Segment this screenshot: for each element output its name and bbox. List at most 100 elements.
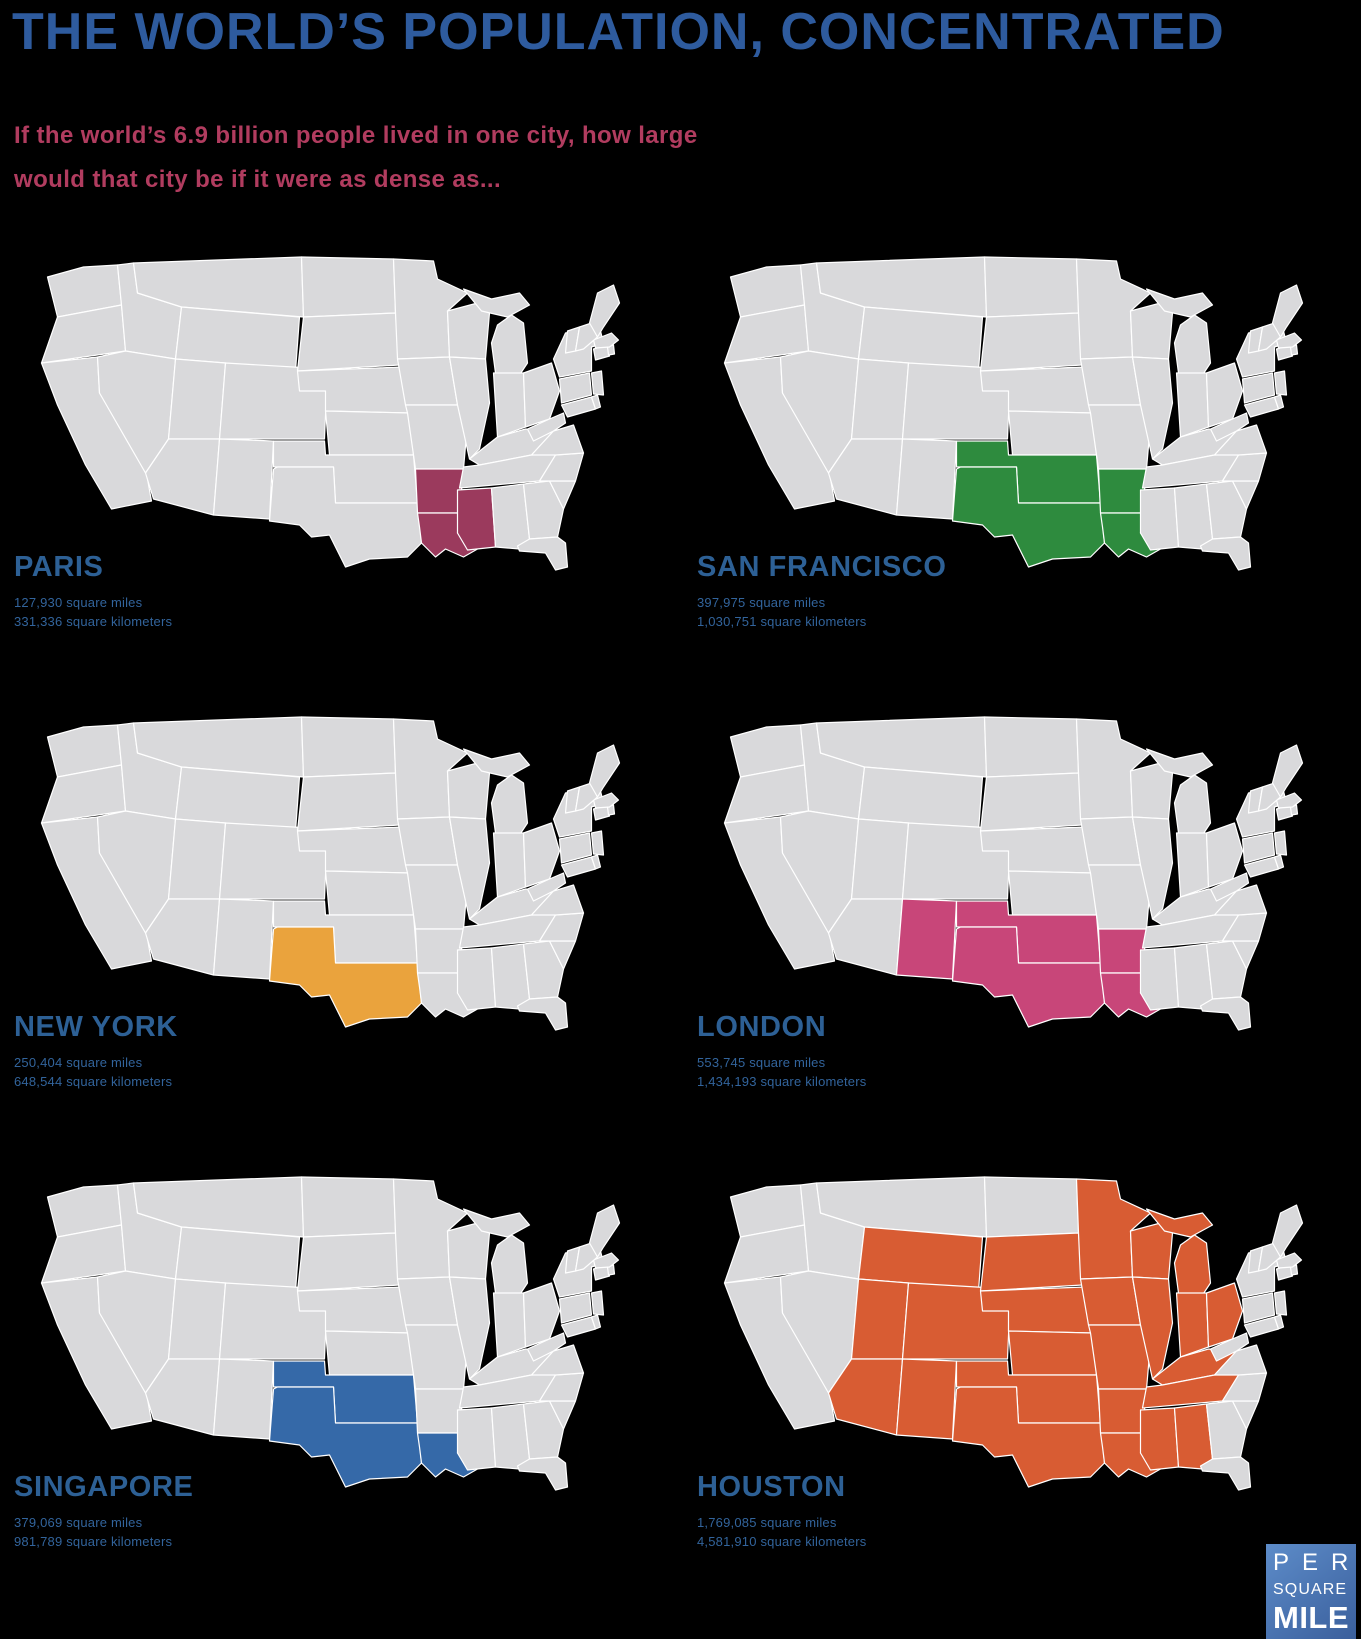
state-de [590, 854, 602, 870]
state-ma [592, 332, 620, 349]
area-kilometers: 4,581,910 square kilometers [697, 1534, 867, 1549]
state-sd [979, 1232, 1084, 1292]
state-in [492, 832, 527, 898]
state-nd [300, 1176, 397, 1238]
state-al [490, 1403, 531, 1470]
state-nm [212, 898, 275, 980]
state-ks [1007, 1330, 1098, 1376]
state-in [492, 1292, 527, 1358]
state-wi [1129, 1222, 1174, 1280]
state-fl [1199, 536, 1252, 571]
state-ut [167, 818, 227, 900]
state-al [490, 483, 531, 550]
state-me [588, 1204, 621, 1258]
state-ms [456, 1407, 497, 1471]
state-pa [558, 1292, 593, 1324]
state-mo [404, 404, 469, 470]
state-az [827, 1358, 904, 1436]
state-in [1175, 832, 1210, 898]
state-ut [850, 818, 910, 900]
city-name: HOUSTON [697, 1471, 846, 1503]
state-in [492, 372, 527, 438]
state-ks [324, 410, 415, 456]
state-tx [951, 926, 1106, 1028]
header: THE WORLD’S POPULATION, CONCENTRATED If … [0, 0, 1361, 202]
state-ia [396, 356, 459, 406]
state-me [1271, 1204, 1304, 1258]
state-il [1131, 356, 1174, 460]
state-mo [1087, 1324, 1152, 1390]
state-nm [895, 438, 958, 520]
panel-singapore: SINGAPORE 379,069 square miles 981,789 s… [10, 1163, 625, 1549]
state-tx [268, 1386, 423, 1488]
state-oh [1205, 362, 1244, 428]
state-mo [1087, 864, 1152, 930]
state-va [530, 1344, 585, 1376]
state-mi [462, 1208, 531, 1296]
state-pa [1241, 372, 1276, 404]
state-ia [1079, 1276, 1142, 1326]
state-in [1175, 1292, 1210, 1358]
state-il [448, 356, 491, 460]
city-name: LONDON [697, 1011, 827, 1043]
state-fl [1199, 996, 1252, 1031]
area-kilometers: 648,544 square kilometers [14, 1074, 173, 1089]
state-ar [414, 928, 465, 974]
us-map-san-francisco [723, 256, 1304, 571]
state-nd [983, 256, 1080, 318]
state-tx [951, 1386, 1106, 1488]
city-name: SINGAPORE [14, 1471, 194, 1503]
area-miles: 127,930 square miles [14, 595, 143, 610]
subtitle-line2: would that city be if it were as dense a… [14, 166, 502, 193]
state-ms [456, 487, 497, 551]
panel-paris: PARIS 127,930 square miles 331,336 squar… [10, 243, 625, 629]
state-va [1213, 424, 1268, 456]
panel-houston: HOUSTON 1,769,085 square miles 4,581,910… [693, 1163, 1308, 1549]
state-ma [1275, 1252, 1303, 1269]
per-square-mile-logo: PER SQUARE MILE [1266, 1544, 1356, 1639]
state-al [1173, 943, 1214, 1010]
state-nj [590, 830, 605, 856]
state-mo [404, 864, 469, 930]
state-va [530, 424, 585, 456]
state-az [144, 438, 221, 516]
state-wv [1209, 1332, 1250, 1362]
state-nm [212, 1358, 275, 1440]
area-kilometers: 331,336 square kilometers [14, 614, 173, 629]
area-miles: 397,975 square miles [697, 595, 826, 610]
state-sd [979, 772, 1084, 832]
state-nm [212, 438, 275, 520]
state-ma [1275, 332, 1303, 349]
state-wv [526, 872, 567, 902]
state-wv [526, 412, 567, 442]
state-oh [522, 362, 561, 428]
state-wi [446, 1222, 491, 1280]
state-il [1131, 1276, 1174, 1380]
city-name: NEW YORK [14, 1011, 178, 1043]
area-miles: 1,769,085 square miles [697, 1515, 837, 1530]
panel-label: LONDON 553,745 square miles 1,434,193 sq… [697, 1011, 866, 1091]
logo-text-square: SQUARE [1273, 1580, 1348, 1598]
state-nd [300, 256, 397, 318]
state-il [1131, 816, 1174, 920]
state-me [1271, 284, 1304, 338]
state-al [490, 943, 531, 1010]
state-wi [1129, 762, 1174, 820]
us-map-singapore [40, 1176, 621, 1491]
state-ma [1275, 792, 1303, 809]
state-ma [592, 792, 620, 809]
state-ia [1079, 816, 1142, 866]
state-ut [167, 1278, 227, 1360]
state-pa [558, 372, 593, 404]
state-nj [590, 1290, 605, 1316]
state-nd [983, 716, 1080, 778]
state-de [590, 394, 602, 410]
state-nm [895, 898, 958, 980]
state-ut [167, 358, 227, 440]
state-ms [1139, 487, 1180, 551]
state-wv [1209, 872, 1250, 902]
state-il [448, 816, 491, 920]
state-nj [590, 370, 605, 396]
state-ar [1097, 468, 1148, 514]
